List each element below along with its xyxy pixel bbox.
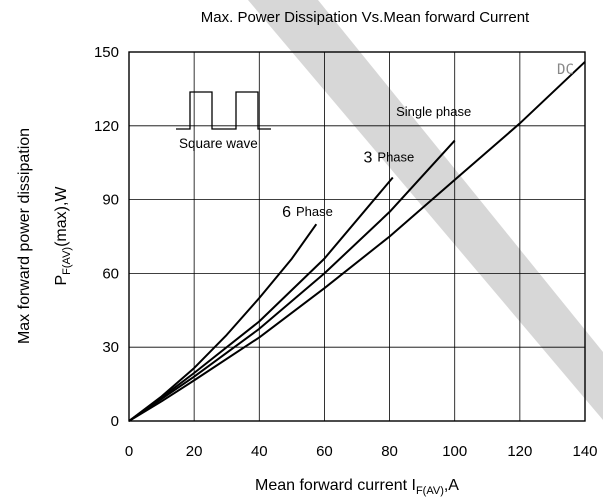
series-label-3: 6 Phase: [282, 204, 333, 221]
series-label-number: 6: [282, 204, 291, 221]
plot-frame: [128, 51, 586, 422]
series-line-1: [128, 139, 456, 422]
x-tick-label: 20: [186, 443, 203, 460]
watermark-band-shape: [248, 0, 603, 420]
x-axis-label-unit: ,A: [444, 477, 459, 494]
y-tick-label: 90: [102, 192, 119, 209]
x-tick-label: 120: [507, 443, 532, 460]
series-label-number: 3: [364, 150, 373, 167]
x-tick-label: 40: [251, 443, 268, 460]
series-line-3: [128, 223, 318, 422]
series-line-0: [128, 61, 586, 422]
x-axis-label-sub: F(AV): [416, 485, 444, 497]
y-tick-label: 60: [102, 265, 119, 282]
series-label-2: 3 Phase: [364, 150, 415, 167]
x-axis-label-main: Mean forward current I: [255, 477, 416, 494]
x-tick-label: 100: [442, 443, 467, 460]
y-tick-label: 150: [94, 44, 119, 61]
series-line-2: [128, 176, 394, 422]
x-tick-label: 0: [125, 443, 133, 460]
x-axis-label: Mean forward current IF(AV),A: [255, 477, 459, 497]
series-label-text: Phase: [377, 150, 414, 165]
y-axis-label-main: P: [53, 275, 70, 286]
y-axis-label-sub: F(AV): [61, 247, 73, 275]
square-wave-inset: Square wave: [176, 91, 271, 151]
x-tick-label: 80: [381, 443, 398, 460]
x-tick-label: 140: [572, 443, 597, 460]
series-group: [128, 61, 586, 422]
series-label-1: Single phase: [396, 104, 471, 119]
y-tick-labels: 0 30 60 90 120 150: [94, 44, 119, 430]
y-tick-label: 0: [111, 413, 119, 430]
y-axis-label-rest: (max),W: [53, 186, 70, 247]
series-label-dc: DC: [557, 62, 574, 78]
x-tick-label: 60: [316, 443, 333, 460]
chart-title: Max. Power Dissipation Vs.Mean forward C…: [201, 9, 530, 26]
series-labels: DC Single phase 3 Phase 6 Phase: [282, 62, 574, 221]
y-tick-label: 120: [94, 118, 119, 135]
y-axis-label-line2: PF(AV)(max),W: [53, 186, 73, 286]
series-label-text: Phase: [296, 204, 333, 219]
y-tick-label: 30: [102, 339, 119, 356]
x-tick-labels: 0 20 40 60 80 100 120 140: [125, 443, 598, 460]
square-wave-label: Square wave: [179, 136, 258, 151]
square-wave-icon: [176, 91, 271, 130]
y-axis-label-line1: Max forward power dissipation: [16, 128, 33, 344]
